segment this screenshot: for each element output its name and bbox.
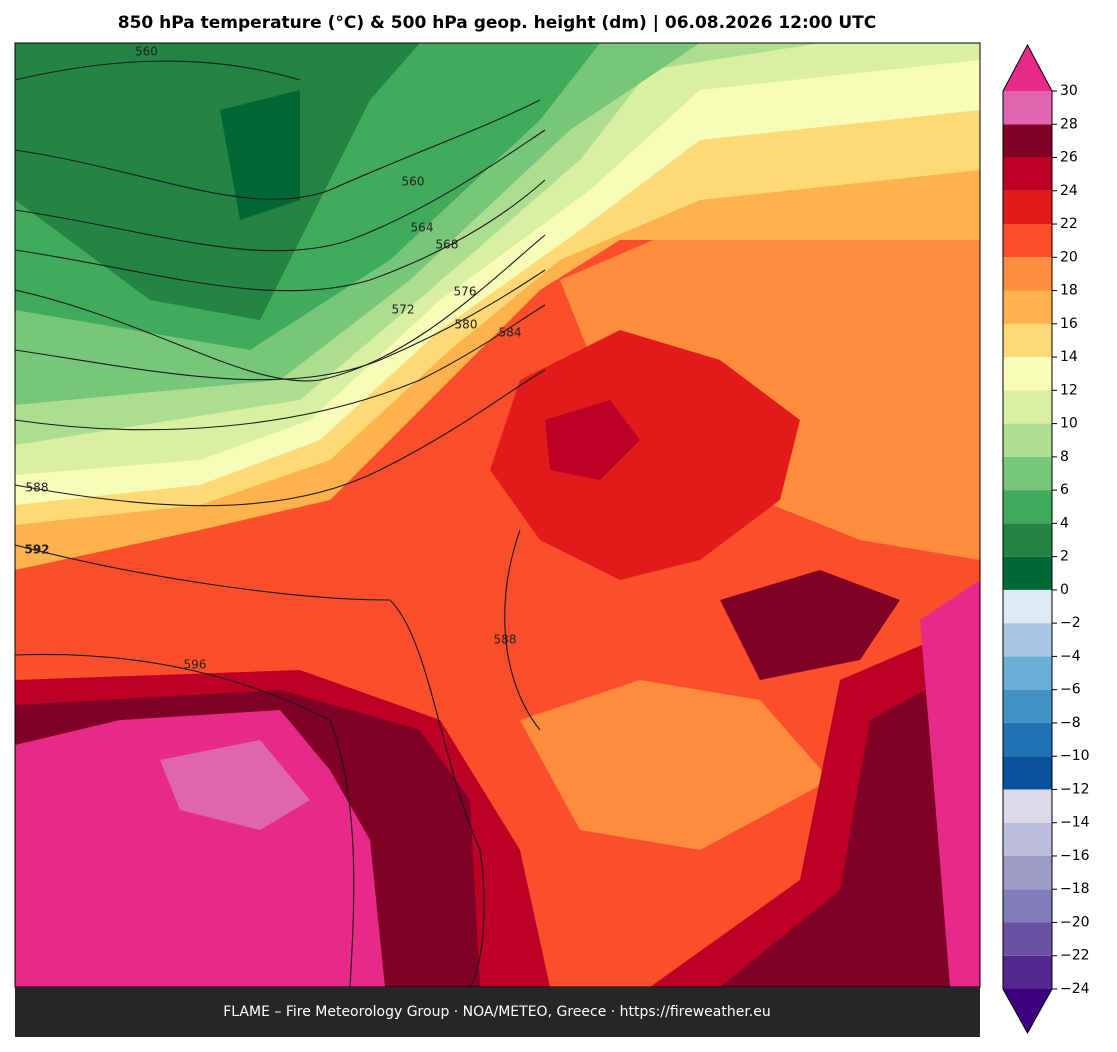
contour-label: 588	[494, 633, 517, 647]
map	[15, 43, 980, 987]
colorbar-band	[1003, 290, 1052, 324]
colorbar-under	[1003, 989, 1052, 1033]
colorbar-tick-label: −10	[1060, 748, 1090, 764]
contour-label: 568	[436, 238, 459, 252]
colorbar-tick-label: 2	[1060, 549, 1069, 565]
colorbar-tick-label: −12	[1060, 781, 1090, 797]
colorbar-band	[1003, 623, 1052, 657]
colorbar: −24−22−20−18−16−14−12−10−8−6−4−202468101…	[1002, 43, 1090, 1035]
contour-label: 560	[402, 175, 425, 189]
colorbar-tick-label: 28	[1060, 116, 1078, 132]
colorbar-band	[1003, 523, 1052, 557]
colorbar-tick-label: 0	[1060, 582, 1069, 598]
colorbar-tick-label: −4	[1060, 648, 1081, 664]
colorbar-band	[1003, 789, 1052, 823]
contour-labels: 560 560 564 568 572 576 580 584 588 588 …	[24, 45, 521, 672]
colorbar-band	[1003, 855, 1052, 890]
colorbar-band	[1003, 722, 1052, 757]
colorbar-band	[1003, 456, 1052, 491]
colorbar-band	[1003, 157, 1052, 191]
colorbar-tick-label: 12	[1060, 382, 1078, 398]
colorbar-band	[1003, 257, 1052, 291]
colorbar-tick-label: −16	[1060, 848, 1090, 864]
contour-label: 572	[392, 303, 415, 317]
colorbar-over	[1003, 45, 1052, 91]
colorbar-band	[1003, 490, 1052, 524]
colorbar-band	[1003, 423, 1052, 457]
colorbar-band	[1003, 390, 1052, 424]
colorbar-band	[1003, 822, 1052, 856]
colorbar-band	[1003, 190, 1052, 225]
colorbar-tick-label: 22	[1060, 216, 1078, 232]
colorbar-tick-label: −20	[1060, 914, 1090, 930]
colorbar-tick-label: 8	[1060, 449, 1069, 465]
colorbar-tick-label: 20	[1060, 249, 1078, 265]
colorbar-band	[1003, 91, 1052, 125]
contour-label: 576	[454, 285, 477, 299]
title: 850 hPa temperature (°C) & 500 hPa geop.…	[118, 13, 877, 33]
colorbar-tick-label: −22	[1060, 948, 1090, 964]
colorbar-band	[1003, 656, 1052, 690]
colorbar-band	[1003, 756, 1052, 790]
colorbar-band	[1003, 589, 1052, 624]
contour-label: 592	[24, 543, 49, 557]
colorbar-tick-label: 18	[1060, 283, 1078, 299]
colorbar-band	[1003, 955, 1052, 989]
colorbar-tick-label: 26	[1060, 150, 1078, 166]
colorbar-tick-label: 14	[1060, 349, 1078, 365]
colorbar-tick-label: 30	[1060, 83, 1078, 99]
colorbar-tick-label: 24	[1060, 183, 1078, 199]
colorbar-band	[1003, 556, 1052, 590]
contour-label: 560	[135, 45, 158, 59]
contour-label: 584	[499, 326, 522, 340]
colorbar-band	[1003, 323, 1052, 358]
colorbar-band	[1003, 922, 1052, 956]
contour-label: 580	[455, 318, 478, 332]
colorbar-band	[1003, 357, 1052, 391]
footer-text: FLAME – Fire Meteorology Group · NOA/MET…	[223, 1004, 771, 1020]
colorbar-tick-label: −8	[1060, 715, 1081, 731]
contour-label: 588	[26, 481, 49, 495]
colorbar-band	[1003, 889, 1052, 923]
colorbar-tick-label: −6	[1060, 682, 1081, 698]
colorbar-tick-label: −24	[1060, 981, 1090, 997]
colorbar-tick-label: 4	[1060, 515, 1069, 531]
colorbar-band	[1003, 689, 1052, 723]
colorbar-band	[1003, 124, 1052, 158]
contour-label: 596	[184, 658, 207, 672]
colorbar-band	[1003, 224, 1052, 258]
colorbar-tick-label: 16	[1060, 316, 1078, 332]
colorbar-tick-label: −2	[1060, 615, 1081, 631]
colorbar-tick-label: −18	[1060, 881, 1090, 897]
colorbar-tick-label: −14	[1060, 815, 1090, 831]
colorbar-tick-label: 6	[1060, 482, 1069, 498]
contour-label: 564	[411, 221, 434, 235]
footer-bar	[15, 987, 980, 1037]
colorbar-tick-label: 10	[1060, 416, 1078, 432]
